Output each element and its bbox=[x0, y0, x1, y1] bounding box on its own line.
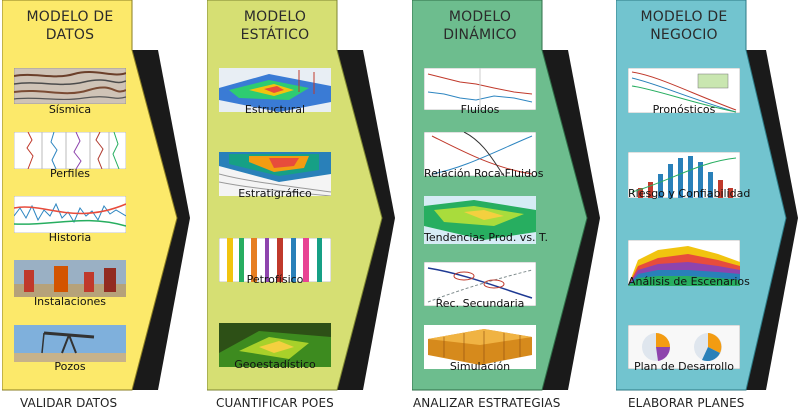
tile-sismica: Sísmica bbox=[14, 68, 126, 117]
seismic-image bbox=[14, 68, 126, 104]
tile-pronosticos: Pronósticos bbox=[628, 68, 740, 117]
column-title: MODELO DINÁMICO bbox=[443, 9, 517, 43]
secondary-recovery-chart-image bbox=[424, 262, 536, 306]
structural-model-image bbox=[219, 68, 331, 112]
forecast-chart-image bbox=[628, 68, 740, 113]
footer-label-elaborar-planes: ELABORAR PLANES bbox=[628, 396, 745, 410]
column-title: MODELO DE DATOS bbox=[26, 9, 114, 43]
fluids-chart-image bbox=[424, 68, 536, 110]
footer-label-analizar-estrategias: ANALIZAR ESTRATEGIAS bbox=[413, 396, 561, 410]
tile-label: Tendencias Prod. vs. T. bbox=[424, 231, 548, 244]
tile-label: Estructural bbox=[244, 103, 306, 116]
tile-label: Análisis de Escenarios bbox=[628, 275, 750, 288]
pumpjack-photo bbox=[14, 325, 126, 362]
tile-estratigrafico: Estratigráfico bbox=[219, 152, 331, 201]
stratigraphic-model-image bbox=[219, 152, 331, 196]
tile-label: Fluidos bbox=[460, 103, 500, 116]
tile-label: Historia bbox=[48, 231, 92, 244]
column-modelo-de-datos: MODELO DE DATOS Sísmica Perfiles bbox=[2, 0, 192, 416]
tile-label: Sísmica bbox=[48, 103, 92, 116]
tile-label: Geoestadístico bbox=[234, 358, 316, 371]
tile-petrofisico: Petrofísico bbox=[219, 238, 331, 287]
footer-label-validar-datos: VALIDAR DATOS bbox=[20, 396, 118, 410]
column-title: MODELO DE NEGOCIO bbox=[640, 9, 728, 43]
tile-pozos: Pozos bbox=[14, 325, 126, 374]
well-logs-image bbox=[14, 132, 126, 169]
column-modelo-estatico: MODELO ESTÁTICO Estructural Estratigráfic… bbox=[207, 0, 397, 416]
tile-label: Pronósticos bbox=[652, 103, 716, 116]
tile-plan-desarrollo: Plan de Desarrollo bbox=[628, 325, 740, 374]
production-trends-image bbox=[424, 196, 536, 244]
scenario-area-chart-image bbox=[628, 240, 740, 286]
relative-permeability-chart-image bbox=[424, 132, 536, 176]
footer-label-cuantificar-poes: CUANTIFICAR POES bbox=[216, 396, 334, 410]
tile-label: Perfiles bbox=[49, 167, 90, 180]
tile-riesgo: Riesgo y Confiabilidad bbox=[628, 152, 751, 201]
tile-label: Rec. Secundaria bbox=[435, 297, 525, 310]
facilities-photo bbox=[14, 260, 126, 297]
tile-instalaciones: Instalaciones bbox=[14, 260, 126, 309]
tile-label: Estratigráfico bbox=[238, 187, 312, 200]
tile-simulacion: Simulación bbox=[424, 325, 536, 374]
geostatistical-model-image bbox=[219, 323, 331, 367]
risk-histogram-image bbox=[628, 152, 740, 198]
tile-geoestadistico: Geoestadístico bbox=[219, 323, 331, 372]
tile-historia: Historia bbox=[14, 196, 126, 245]
tile-label: Instalaciones bbox=[33, 295, 107, 308]
tile-label: Petrofísico bbox=[246, 273, 304, 286]
development-plan-image bbox=[628, 325, 740, 369]
tile-label: Pozos bbox=[54, 360, 86, 373]
history-chart-image bbox=[14, 196, 126, 233]
column-modelo-de-negocio: MODELO DE NEGOCIO Pronósticos Riesgo y Co… bbox=[616, 0, 800, 416]
tile-rec-secundaria: Rec. Secundaria bbox=[424, 262, 536, 311]
petrophysical-logs-image bbox=[219, 238, 331, 282]
tile-analisis-escenarios: Análisis de Escenarios bbox=[628, 240, 750, 289]
column-title: MODELO ESTÁTICO bbox=[240, 9, 310, 43]
tile-perfiles: Perfiles bbox=[14, 132, 126, 181]
tile-label: Simulación bbox=[449, 360, 511, 373]
column-modelo-dinamico: MODELO DINÁMICO Fluidos Relación Roca-Flu… bbox=[412, 0, 602, 416]
tile-fluidos: Fluidos bbox=[424, 68, 536, 117]
tile-relacion-roca-fluidos: Relación Roca-Fluidos bbox=[424, 132, 544, 181]
tile-label: Relación Roca-Fluidos bbox=[424, 167, 544, 180]
simulation-grid-image bbox=[424, 325, 536, 369]
tile-tendencias: Tendencias Prod. vs. T. bbox=[424, 196, 548, 245]
tile-label: Plan de Desarrollo bbox=[633, 360, 735, 373]
tile-label: Riesgo y Confiabilidad bbox=[628, 187, 751, 200]
tile-estructural: Estructural bbox=[219, 68, 331, 117]
